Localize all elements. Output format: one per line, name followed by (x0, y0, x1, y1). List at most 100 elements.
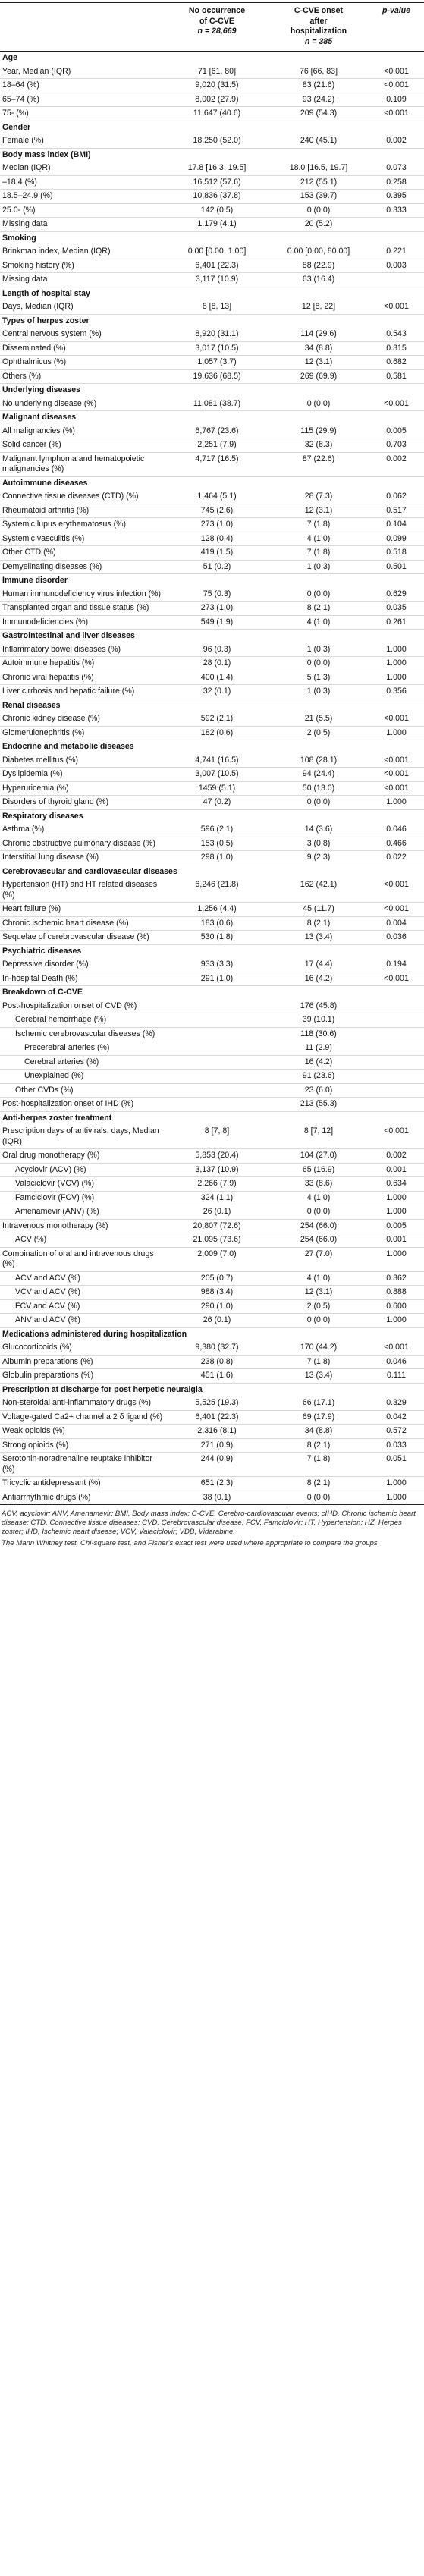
cell-p-value: 0.022 (369, 850, 424, 865)
cell-p-value: 0.035 (369, 601, 424, 616)
cell-p-value: 0.002 (369, 134, 424, 149)
table-row: Hyperuricemia (%) 1459 (5.1) 50 (13.0) <0.0… (0, 781, 424, 796)
section-heading-row: Gastrointestinal and liver diseases (0, 630, 424, 643)
cell-p-value: <0.001 (369, 878, 424, 903)
header-ccve-onset: C-CVE onset after hospitalization n = 38… (269, 3, 369, 52)
cell-ccve-onset: 3 (0.8) (269, 837, 369, 851)
row-label: Prescription days of antivirals, days, M… (0, 1125, 165, 1149)
table-row: Sequelae of cerebrovascular disease (%) 5… (0, 930, 424, 945)
table-row: All malignancies (%) 6,767 (23.6) 115 (29.… (0, 424, 424, 438)
section-heading: Gender (2, 122, 31, 132)
cell-p-value: 0.329 (369, 1396, 424, 1411)
section-heading-row: Renal diseases (0, 699, 424, 712)
section-heading: Respiratory diseases (2, 811, 83, 821)
cell-no-ccve: 18,250 (52.0) (165, 134, 269, 149)
cell-p-value: 0.629 (369, 587, 424, 602)
cell-p-value: 0.046 (369, 1355, 424, 1369)
table-row: Median (IQR) 17.8 [16.3, 19.5] 18.0 [16.5,… (0, 162, 424, 176)
row-label: Non-steroidal anti-inflammatory drugs (%… (0, 1396, 165, 1411)
table-row: Valaciclovir (VCV) (%) 2,266 (7.9) 33 (8.6… (0, 1176, 424, 1192)
header-no-ccve-n: n = 28,669 (197, 27, 237, 36)
cell-p-value: <0.001 (369, 972, 424, 986)
cell-p-value: 0.258 (369, 175, 424, 190)
cell-p-value: 0.004 (369, 916, 424, 931)
table-row: Connective tissue diseases (CTD) (%) 1,46… (0, 490, 424, 504)
cell-ccve-onset: 1 (0.3) (269, 684, 369, 699)
cell-no-ccve: 6,401 (22.3) (165, 1410, 269, 1425)
row-label: Malignant lymphoma and hematopoietic mal… (0, 452, 165, 477)
cell-ccve-onset: 13 (3.4) (269, 930, 369, 945)
section-heading-row: Age (0, 52, 424, 65)
cell-no-ccve: 1,057 (3.7) (165, 355, 269, 370)
section-heading: Psychiatric diseases (2, 946, 82, 956)
cell-p-value: 1.000 (369, 1247, 424, 1272)
cell-ccve-onset: 8 [7, 12] (269, 1125, 369, 1149)
cell-no-ccve: 3,007 (10.5) (165, 767, 269, 782)
table-row: VCV and ACV (%) 988 (3.4) 12 (3.1) 0.888 (0, 1285, 424, 1300)
cell-ccve-onset: 87 (22.6) (269, 452, 369, 477)
cell-ccve-onset: 104 (27.0) (269, 1148, 369, 1164)
cell-no-ccve: 451 (1.6) (165, 1368, 269, 1384)
table-row: Globulin preparations (%) 451 (1.6) 13 (3.… (0, 1368, 424, 1384)
cell-ccve-onset: 115 (29.9) (269, 424, 369, 438)
header-no-ccve: No occurrence of C-CVE n = 28,669 (165, 3, 269, 52)
table-row: Interstitial lung disease (%) 298 (1.0) 9 … (0, 850, 424, 865)
table-row: 25.0- (%) 142 (0.5) 0 (0.0) 0.333 (0, 203, 424, 218)
row-label: Chronic obstructive pulmonary disease (%… (0, 837, 165, 851)
cell-ccve-onset: 91 (23.6) (269, 1069, 369, 1084)
cell-p-value: 0.221 (369, 245, 424, 259)
cell-no-ccve: 271 (0.9) (165, 1438, 269, 1453)
cell-no-ccve: 6,401 (22.3) (165, 259, 269, 273)
cell-ccve-onset: 23 (6.0) (269, 1083, 369, 1098)
cell-no-ccve: 651 (2.3) (165, 1476, 269, 1491)
cell-no-ccve: 419 (1.5) (165, 545, 269, 561)
row-label: Disseminated (%) (0, 341, 165, 356)
cell-no-ccve: 8 [7, 8] (165, 1125, 269, 1149)
table-row: ACV and ACV (%) 205 (0.7) 4 (1.0) 0.362 (0, 1271, 424, 1286)
cell-ccve-onset: 8 (2.1) (269, 1438, 369, 1453)
section-heading: Gastrointestinal and liver diseases (2, 631, 135, 640)
cell-p-value (369, 1041, 424, 1056)
cell-p-value: 0.501 (369, 560, 424, 574)
cell-ccve-onset: 2 (0.5) (269, 1299, 369, 1314)
cell-no-ccve: 8,002 (27.9) (165, 93, 269, 107)
cell-p-value: 0.466 (369, 837, 424, 851)
cell-p-value: 0.518 (369, 545, 424, 561)
cell-no-ccve (165, 1055, 269, 1070)
table-row: Precerebral arteries (%) 11 (2.9) (0, 1041, 424, 1056)
row-label: 65–74 (%) (0, 93, 165, 107)
row-label: Systemic lupus erythematosus (%) (0, 517, 165, 532)
cell-no-ccve: 2,251 (7.9) (165, 438, 269, 453)
table-row: Strong opioids (%) 271 (0.9) 8 (2.1) 0.033 (0, 1438, 424, 1453)
cell-ccve-onset: 0 (0.0) (269, 1313, 369, 1328)
row-label: Antiarrhythmic drugs (%) (0, 1491, 165, 1505)
cell-no-ccve: 244 (0.9) (165, 1452, 269, 1477)
table-row: Famciclovir (FCV) (%) 324 (1.1) 4 (1.0) 1.0… (0, 1191, 424, 1205)
cell-no-ccve: 11,081 (38.7) (165, 397, 269, 411)
footnote-tests: The Mann Whitney test, Chi-square test, … (2, 1538, 380, 1547)
section-heading: Anti-herpes zoster treatment (2, 1113, 112, 1123)
table-row: Chronic kidney disease (%) 592 (2.1) 21 (5… (0, 712, 424, 727)
cell-no-ccve: 988 (3.4) (165, 1285, 269, 1300)
cell-no-ccve: 1459 (5.1) (165, 781, 269, 796)
cell-ccve-onset: 33 (8.6) (269, 1176, 369, 1192)
header-ccve-n: n = 385 (304, 36, 333, 46)
cell-no-ccve: 142 (0.5) (165, 203, 269, 218)
cell-ccve-onset: 16 (4.2) (269, 972, 369, 986)
cell-p-value: 1.000 (369, 1313, 424, 1328)
table-row: Asthma (%) 596 (2.1) 14 (3.6) 0.046 (0, 823, 424, 837)
table-row: Dyslipidemia (%) 3,007 (10.5) 94 (24.4) <0.… (0, 767, 424, 782)
cell-p-value: 0.033 (369, 1438, 424, 1453)
cell-p-value: <0.001 (369, 397, 424, 411)
cell-ccve-onset: 32 (8.3) (269, 438, 369, 453)
cell-no-ccve: 3,117 (10.9) (165, 272, 269, 287)
cell-p-value (369, 1069, 424, 1084)
section-heading: Prescription at discharge for post herpe… (2, 1384, 203, 1394)
row-label: Globulin preparations (%) (0, 1368, 165, 1384)
cell-p-value: 0.261 (369, 615, 424, 630)
cell-ccve-onset: 12 [8, 22] (269, 300, 369, 315)
table-row: Inflammatory bowel diseases (%) 96 (0.3) 1… (0, 642, 424, 657)
cell-p-value: 0.109 (369, 93, 424, 107)
table-row: Autoimmune hepatitis (%) 28 (0.1) 0 (0.0) 1… (0, 656, 424, 671)
cell-ccve-onset: 5 (1.3) (269, 671, 369, 685)
